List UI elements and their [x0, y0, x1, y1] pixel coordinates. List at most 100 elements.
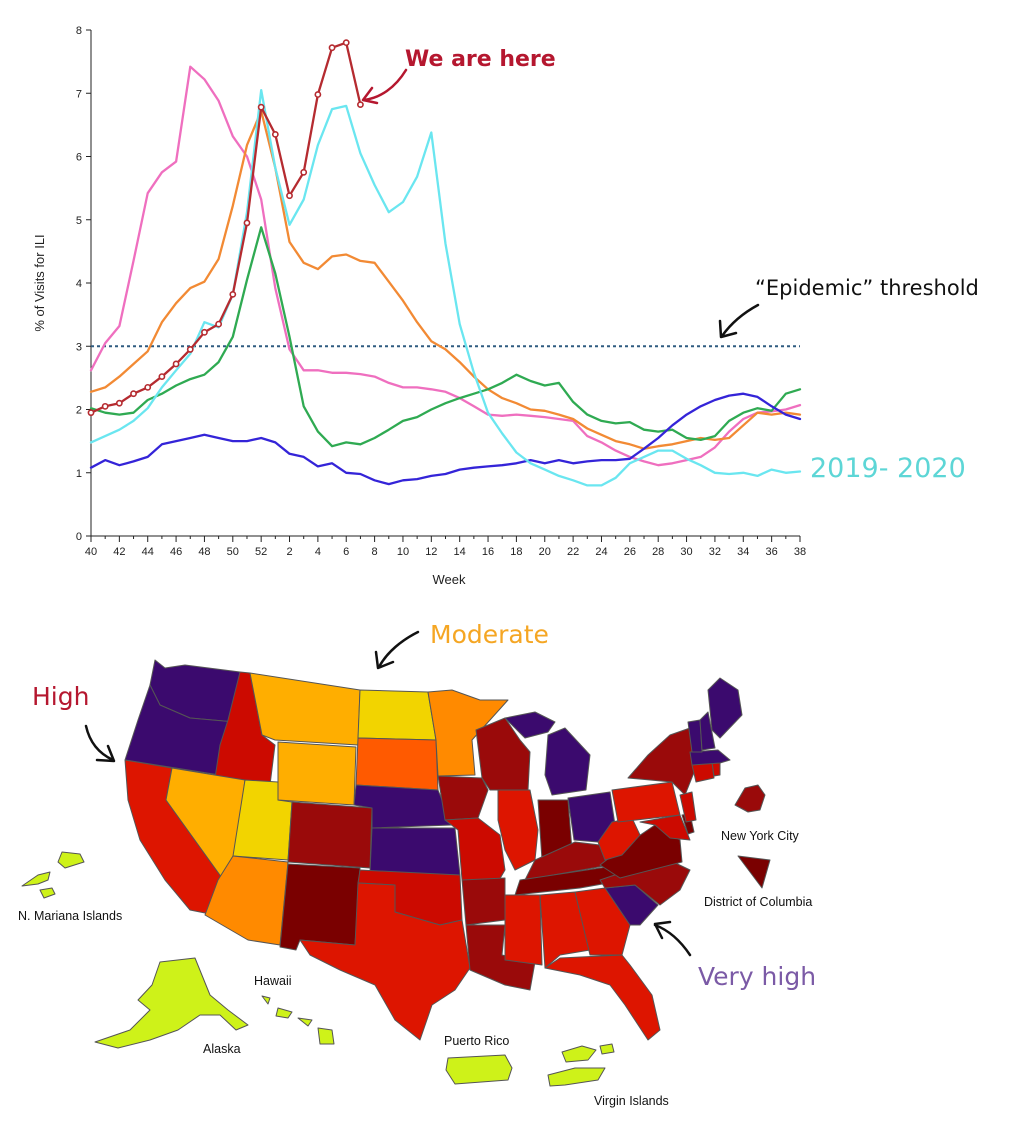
we-are-here-arrowhead: [361, 86, 379, 105]
series-point: [257, 103, 265, 111]
series-lines: [87, 39, 802, 487]
y-tick-label: 2: [76, 405, 82, 417]
x-tick-label: 14: [454, 546, 466, 558]
series-point: [158, 373, 166, 381]
x-tick-label: 12: [425, 546, 437, 558]
epidemic-arrowhead: [718, 319, 738, 339]
x-tick-label: 8: [372, 546, 378, 558]
x-tick-label: 28: [652, 546, 664, 558]
state-sd: [355, 737, 439, 791]
moderate-arrow: [377, 630, 420, 669]
series-point: [201, 328, 208, 336]
x-tick-label: 22: [567, 546, 579, 558]
moderate-arrowhead: [374, 650, 395, 670]
level-very-high-label: Very high: [698, 962, 816, 991]
x-tick-label: 38: [794, 546, 806, 558]
mariana-label: N. Mariana Islands: [18, 909, 122, 923]
x-tick-label: 50: [227, 546, 239, 558]
series-point: [115, 399, 123, 407]
x-tick-label: 40: [85, 546, 97, 558]
y-axis-ticks: 0 1 2 3 4 5 6 7 8: [76, 25, 91, 543]
state-ar: [461, 877, 506, 926]
state-nj: [679, 791, 697, 823]
state-me: [707, 677, 743, 739]
state-shapes: [21, 659, 771, 1087]
series-point: [215, 320, 223, 328]
season-label: 2019- 2020: [810, 453, 966, 484]
puerto-rico-shape: [445, 1054, 513, 1085]
x-tick-label: 34: [737, 546, 749, 558]
x-tick-label: 24: [595, 546, 607, 558]
series-point: [172, 360, 180, 368]
y-tick-label: 4: [76, 278, 82, 290]
virgin-islands-shape: [547, 1043, 615, 1087]
hawaii-shape: [261, 995, 335, 1045]
very-high-arrowhead: [653, 920, 672, 940]
state-nh: [699, 711, 716, 751]
y-tick-label: 7: [76, 88, 82, 100]
nyc-inset: [734, 784, 766, 813]
state-nm: [279, 863, 361, 951]
series-point: [300, 168, 308, 176]
state-vt: [687, 719, 703, 753]
x-tick-label: 20: [539, 546, 551, 558]
very-high-arrow: [653, 923, 692, 957]
x-tick-label: 36: [766, 546, 778, 558]
x-axis-ticks: 40 42 44 46 48 50 52 2 4 6 8 10 12 14 16 18 20 22 24 26 28 30…: [85, 536, 806, 558]
state-ri: [711, 761, 721, 777]
state-al: [539, 891, 591, 969]
state-mi-upper: [504, 711, 556, 739]
hawaii-label: Hawaii: [254, 974, 292, 988]
level-moderate-label: Moderate: [430, 620, 549, 649]
x-tick-label: 26: [624, 546, 636, 558]
series-point: [357, 101, 364, 109]
x-axis-label: Week: [433, 572, 466, 587]
series-line-4: [89, 88, 802, 487]
state-nd: [357, 689, 437, 741]
y-tick-label: 8: [76, 25, 82, 37]
puerto-rico-label: Puerto Rico: [444, 1034, 509, 1048]
state-mo: [444, 817, 506, 883]
y-tick-label: 3: [76, 341, 82, 353]
dc-inset: [737, 855, 771, 889]
nyc-label: New York City: [721, 829, 800, 843]
state-ia: [437, 775, 489, 821]
x-tick-label: 44: [142, 546, 154, 558]
x-tick-label: 42: [113, 546, 125, 558]
state-mn: [427, 689, 509, 777]
us-activity-map: Moderate High Very high New York City Di…: [18, 620, 816, 1108]
state-mt: [249, 672, 361, 746]
epidemic-arrow: [720, 303, 760, 338]
state-ma: [689, 749, 731, 766]
series-point: [101, 402, 109, 410]
series-line-1: [89, 109, 802, 450]
we-are-here-label: We are here: [405, 47, 556, 72]
y-tick-label: 1: [76, 468, 82, 480]
y-tick-label: 5: [76, 215, 82, 227]
x-tick-label: 16: [482, 546, 494, 558]
y-axis-label: % of Visits for ILI: [32, 234, 47, 331]
y-tick-label: 6: [76, 152, 82, 164]
x-tick-label: 46: [170, 546, 182, 558]
series-point: [229, 290, 237, 298]
series-line-2: [89, 226, 802, 448]
y-tick-label: 0: [76, 531, 82, 543]
series-line-0: [89, 65, 802, 467]
state-ms: [504, 894, 543, 966]
we-are-here-arrow: [362, 68, 408, 102]
series-point: [130, 390, 137, 398]
series-point: [243, 219, 251, 227]
mariana-shape: [21, 851, 85, 899]
high-arrow: [84, 724, 115, 762]
series-point: [286, 192, 293, 200]
state-wv: [597, 817, 641, 861]
x-tick-label: 18: [510, 546, 522, 558]
series-point: [271, 130, 279, 138]
state-ks: [369, 827, 461, 876]
state-pa: [611, 781, 681, 823]
state-fl: [544, 954, 661, 1041]
series-point: [328, 44, 336, 52]
x-tick-label: 4: [315, 546, 321, 558]
state-tx: [299, 882, 471, 1041]
